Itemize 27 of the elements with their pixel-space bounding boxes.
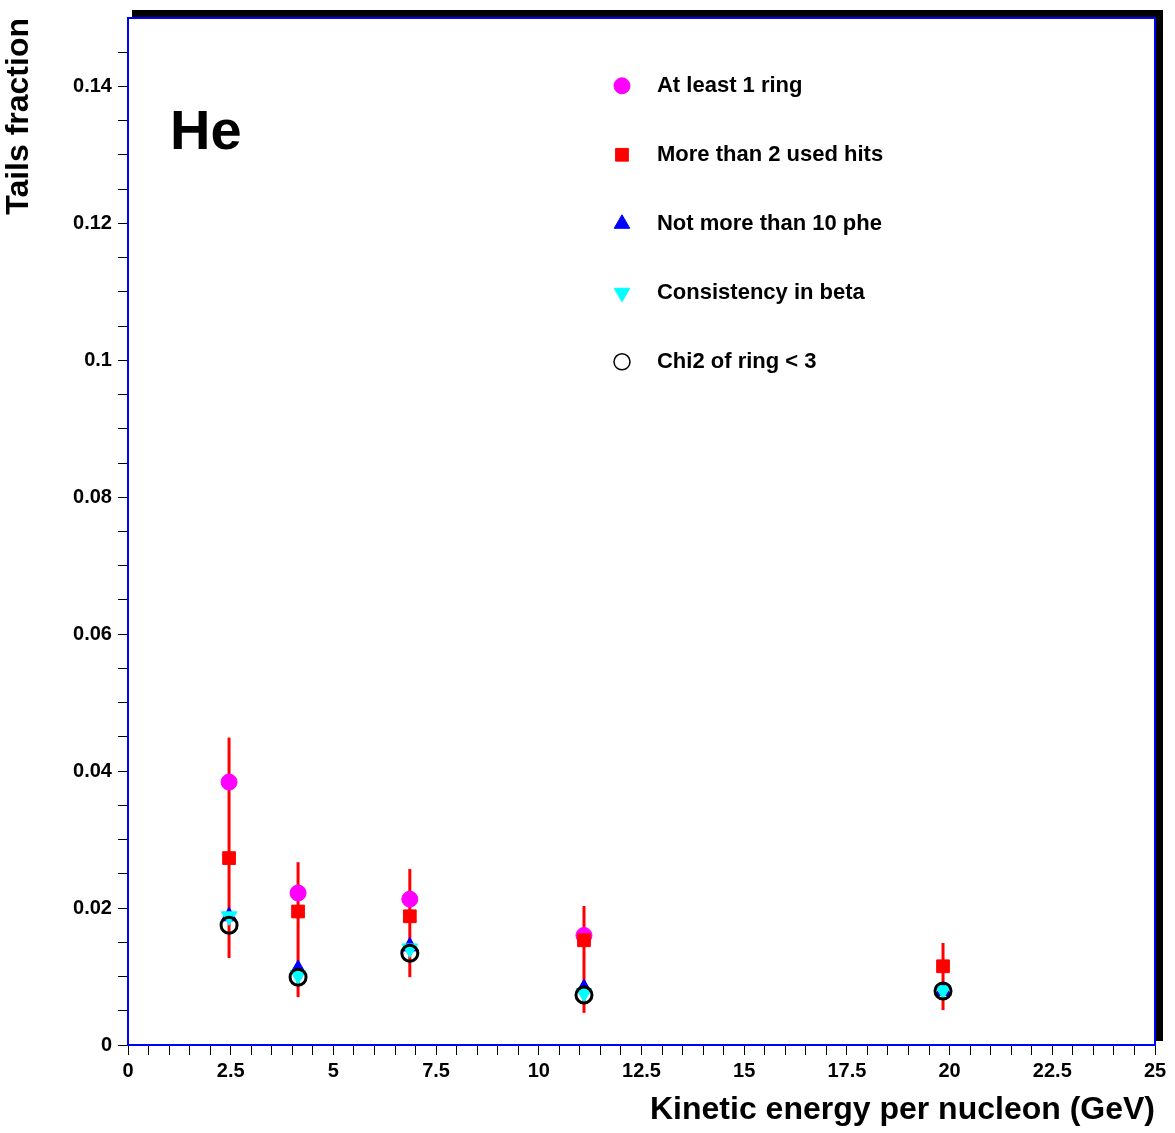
y-tick-label: 0.14: [73, 73, 113, 96]
x-tick-label: 10: [527, 1058, 550, 1081]
legend-label: At least 1 ring: [656, 71, 803, 97]
legend-label: Consistency in beta: [656, 278, 866, 304]
x-tick-label: 5: [327, 1058, 339, 1081]
x-tick-label: 25: [1143, 1058, 1167, 1081]
y-tick-label: 0.02: [73, 895, 112, 918]
x-tick-label: 20: [938, 1058, 961, 1081]
legend-label: Not more than 10 phe: [656, 209, 882, 235]
y-tick-label: 0.12: [73, 210, 112, 233]
legend-label: Chi2 of ring < 3: [656, 347, 817, 373]
annotation: He: [170, 98, 242, 162]
y-axis-title: Tails fraction: [0, 18, 36, 215]
x-tick-label: 17.5: [827, 1058, 867, 1081]
x-tick-label: 15: [733, 1058, 756, 1081]
x-tick-label: 2.5: [216, 1058, 245, 1081]
x-tick-label: 7.5: [422, 1058, 451, 1081]
y-tick-label: 0: [100, 1032, 112, 1055]
y-tick-label: 0.06: [73, 621, 112, 644]
x-axis-title: Kinetic energy per nucleon (GeV): [650, 1089, 1155, 1126]
x-tick-label: 12.5: [622, 1058, 661, 1081]
legend-label: More than 2 used hits: [656, 140, 884, 166]
x-tick-label: 0: [122, 1058, 134, 1081]
y-tick-label: 0.04: [73, 758, 113, 781]
y-tick-label: 0.08: [73, 484, 112, 507]
y-tick-label: 0.1: [84, 347, 112, 370]
x-tick-label: 22.5: [1032, 1058, 1072, 1081]
